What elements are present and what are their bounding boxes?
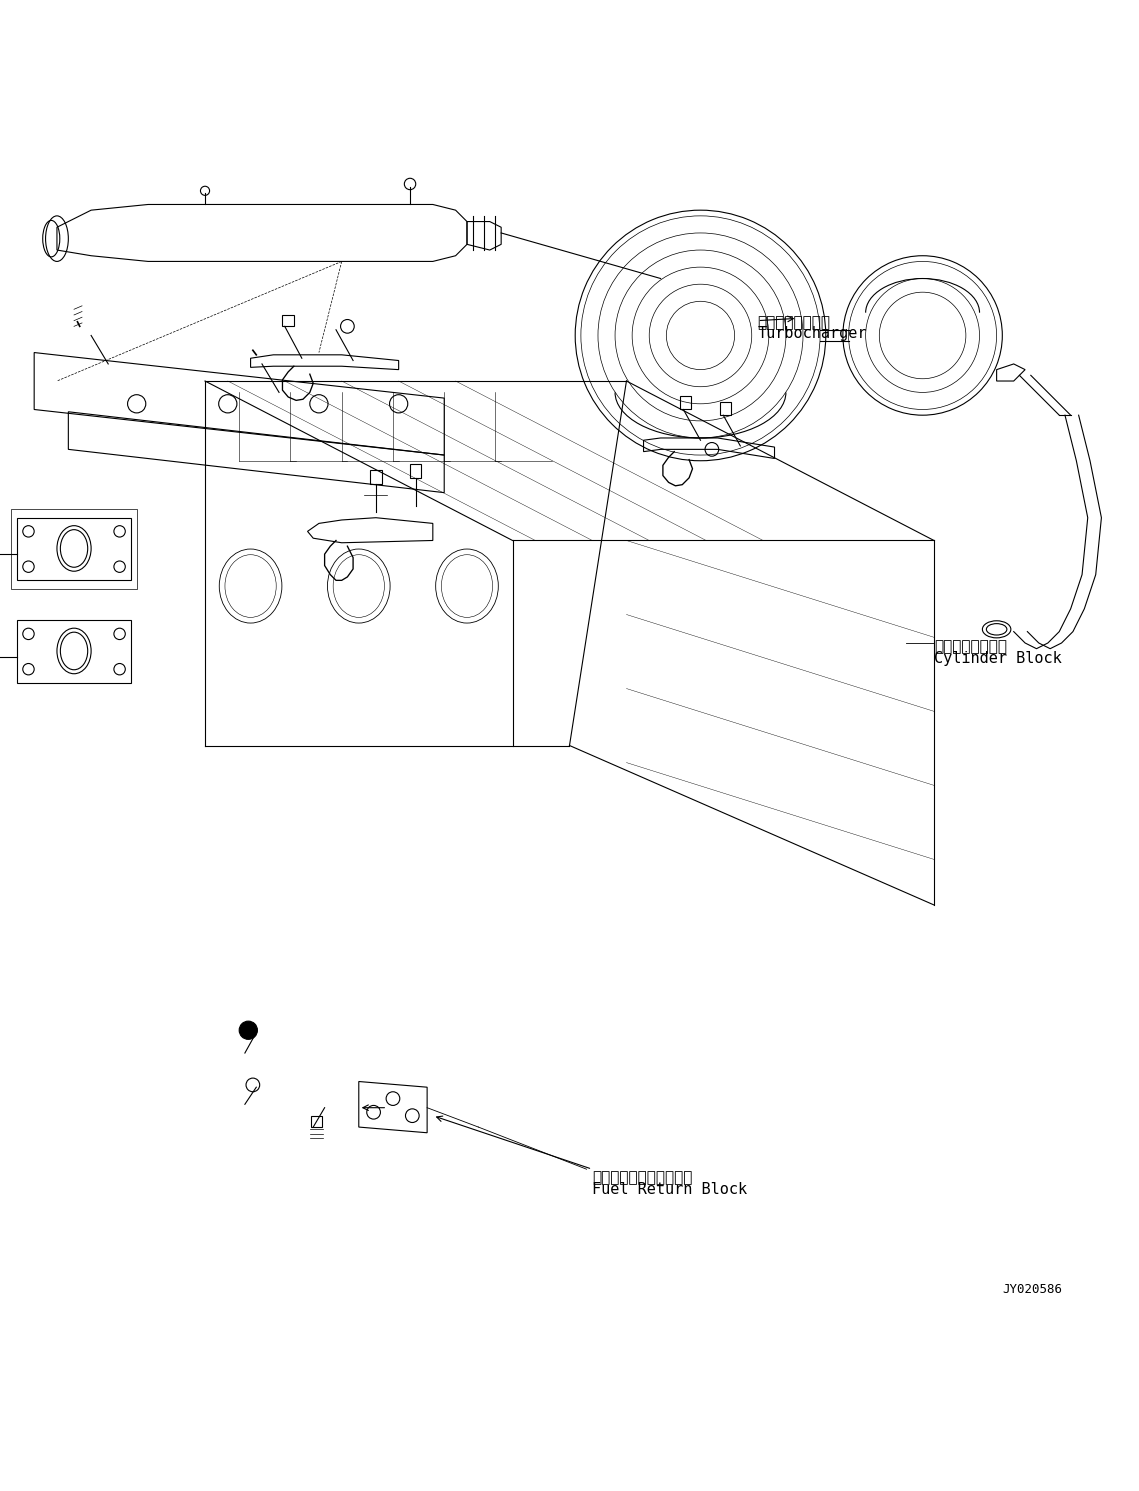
Bar [720, 401, 731, 414]
Text: Turbocharger: Turbocharger [757, 327, 867, 341]
Bar [410, 464, 421, 477]
Text: フェルリターンブロック: フェルリターンブロック [592, 1170, 693, 1185]
Text: JY020586: JY020586 [1002, 1284, 1063, 1296]
Text: ターボチャージャ: ターボチャージャ [757, 315, 830, 330]
Text: シリンダブロック: シリンダブロック [934, 640, 1007, 655]
Bar [680, 395, 691, 410]
Bar [282, 315, 294, 327]
Text: Cylinder Block: Cylinder Block [934, 652, 1062, 666]
Text: Fuel Return Block: Fuel Return Block [592, 1182, 747, 1197]
Bar [370, 470, 382, 483]
Circle shape [239, 1021, 257, 1039]
Bar [311, 1115, 322, 1127]
